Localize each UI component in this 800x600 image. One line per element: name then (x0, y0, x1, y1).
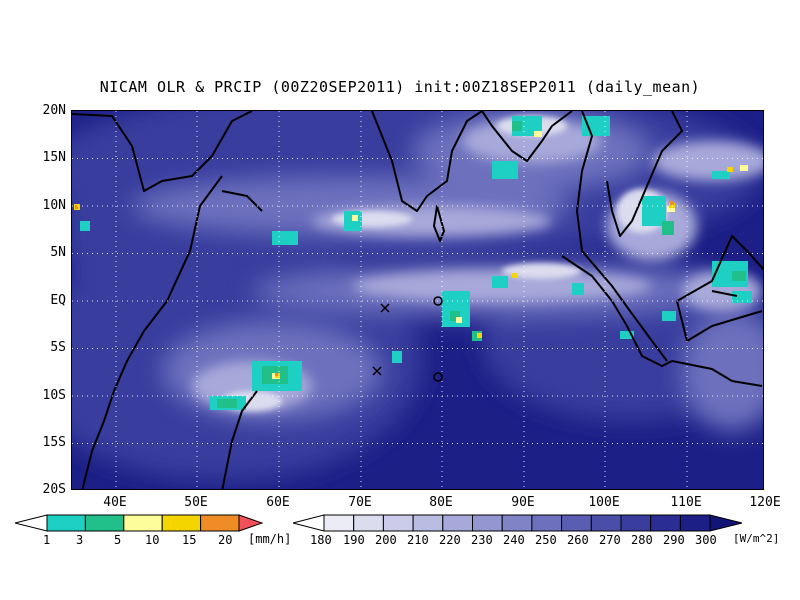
lat-label-10s: 10S (42, 388, 66, 403)
olr-colorbar-high-arrow (709, 514, 743, 532)
lon-label-80e: 80E (429, 495, 453, 510)
coastlines (72, 111, 763, 489)
figure-title: NICAM OLR & PRCIP (00Z20SEP2011) init:00… (99, 78, 701, 96)
circle-marker-2 (433, 372, 443, 382)
lat-label-15n: 15N (42, 150, 66, 165)
lat-label-5n: 5N (50, 245, 66, 260)
precip-label-1: 1 (43, 533, 51, 547)
lon-label-70e: 70E (348, 495, 372, 510)
x-marker-2 (372, 366, 382, 376)
lat-label-20n: 20N (42, 103, 66, 118)
olr-label-280: 280 (631, 533, 653, 547)
precip-boxes-box-2 (123, 514, 163, 532)
olr-field (72, 111, 763, 481)
olr-label-220: 220 (439, 533, 461, 547)
olr-colorbar-boxes (323, 514, 711, 532)
olr-label-230: 230 (471, 533, 493, 547)
lon-label-90e: 90E (511, 495, 535, 510)
olr-label-180: 180 (310, 533, 332, 547)
olr-unit: [W/m^2] (733, 532, 780, 545)
olr-colorbar (292, 514, 743, 532)
precip-label-5: 5 (114, 533, 122, 547)
lon-label-120e: 120E (749, 495, 781, 510)
lat-label-eq: EQ (50, 293, 66, 308)
olr-boxes-box-5 (472, 514, 503, 532)
precip-label-3: 3 (76, 533, 84, 547)
olr-label-260: 260 (567, 533, 589, 547)
olr-label-240: 240 (503, 533, 525, 547)
olr-boxes-box-4 (442, 514, 474, 532)
olr-colorbar-low-arrow (292, 514, 325, 532)
precip-label-15: 15 (182, 533, 197, 547)
olr-boxes-box-11 (650, 514, 681, 532)
precip-colorbar-high-arrow (238, 514, 264, 532)
olr-boxes-box-8 (561, 514, 592, 532)
precip-colorbar-low-arrow (14, 514, 48, 532)
olr-boxes-box-3 (412, 514, 444, 532)
lat-label-10n: 10N (42, 198, 66, 213)
lat-label-20s: 20S (42, 482, 66, 497)
circle-marker-1 (433, 296, 443, 306)
lon-label-40e: 40E (103, 495, 127, 510)
precip-colorbar-boxes (46, 514, 240, 532)
precip-colorbar (14, 514, 264, 532)
olr-label-190: 190 (343, 533, 365, 547)
x-marker-1 (380, 303, 390, 313)
lat-label-5s: 5S (50, 340, 66, 355)
precip-label-20: 20 (218, 533, 233, 547)
olr-boxes-box-2 (382, 514, 414, 532)
lon-label-60e: 60E (266, 495, 290, 510)
lon-label-50e: 50E (184, 495, 208, 510)
lon-label-110e: 110E (670, 495, 702, 510)
olr-boxes-box-7 (531, 514, 563, 532)
olr-label-270: 270 (599, 533, 621, 547)
olr-boxes-box-0 (323, 514, 355, 532)
olr-precip-map (71, 110, 764, 490)
precip-boxes-box-1 (84, 514, 125, 532)
olr-boxes-box-6 (501, 514, 533, 532)
map-markers (372, 296, 443, 382)
olr-boxes-box-9 (590, 514, 622, 532)
precip-unit: [mm/h] (248, 532, 292, 546)
olr-label-250: 250 (535, 533, 557, 547)
olr-boxes-box-12 (679, 514, 711, 532)
olr-label-290: 290 (663, 533, 685, 547)
precip-label-10: 10 (145, 533, 160, 547)
olr-label-200: 200 (375, 533, 397, 547)
olr-label-300: 300 (695, 533, 717, 547)
olr-label-210: 210 (407, 533, 429, 547)
map-canvas (72, 111, 763, 489)
precip-boxes-box-0 (46, 514, 86, 532)
precip-boxes-box-4 (200, 514, 240, 532)
lat-label-15s: 15S (42, 435, 66, 450)
olr-boxes-box-10 (620, 514, 652, 532)
olr-boxes-box-1 (353, 514, 384, 532)
precip-boxes-box-3 (161, 514, 202, 532)
lon-label-100e: 100E (588, 495, 620, 510)
